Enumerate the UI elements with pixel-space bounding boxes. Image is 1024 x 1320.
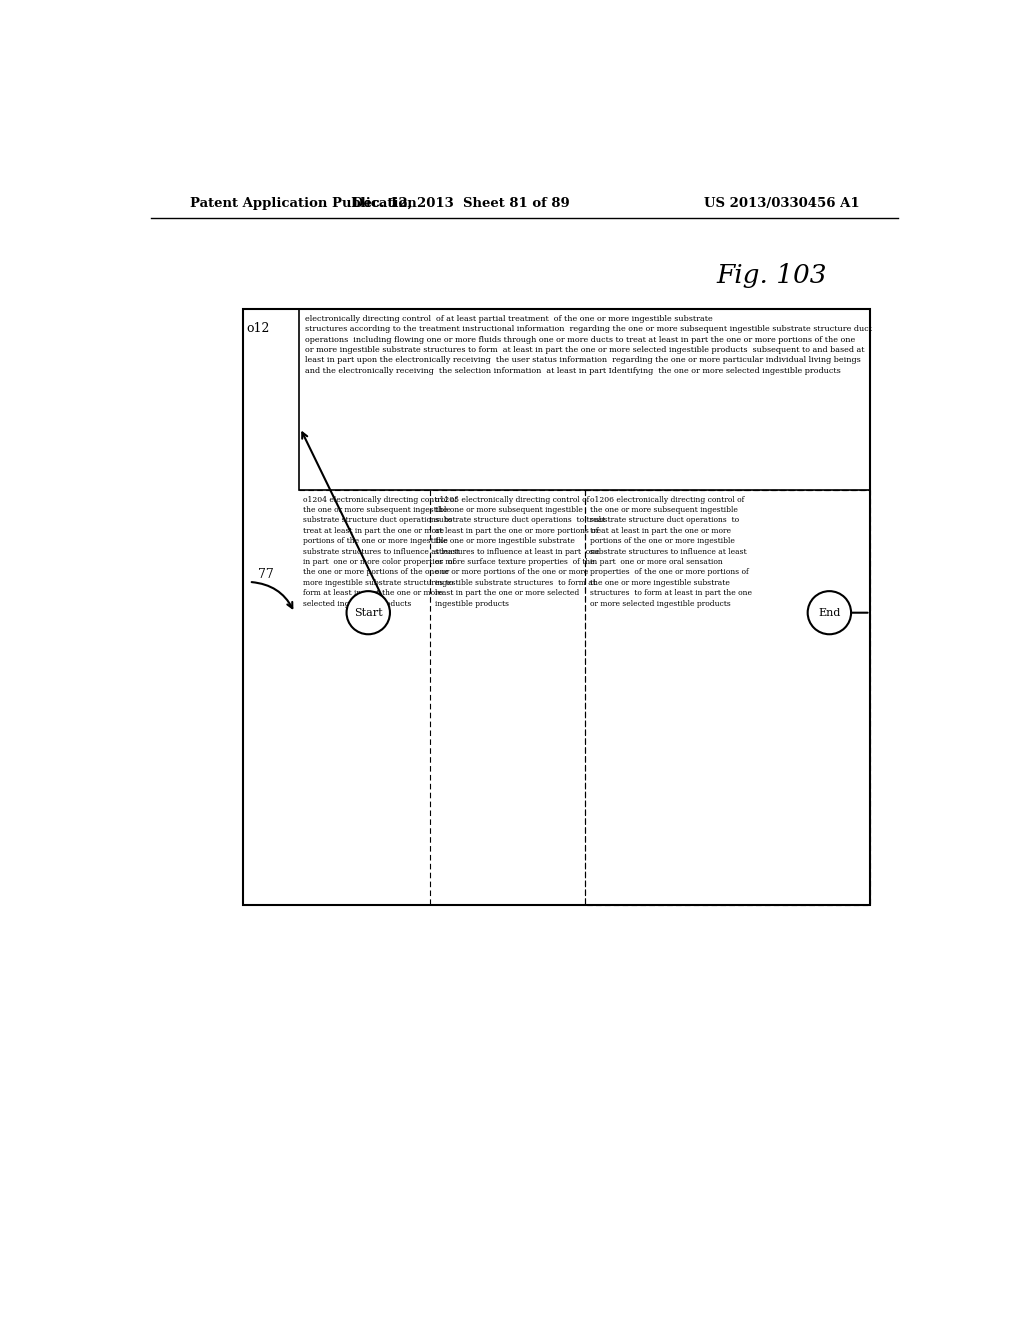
Text: o1204 electronically directing control of
the one or more subsequent ingestible
: o1204 electronically directing control o… <box>303 496 460 607</box>
Text: US 2013/0330456 A1: US 2013/0330456 A1 <box>703 197 859 210</box>
Text: o1205 electronically directing control of
the one or more subsequent ingestible
: o1205 electronically directing control o… <box>435 496 605 607</box>
Text: Patent Application Publication: Patent Application Publication <box>190 197 417 210</box>
Text: o12: o12 <box>247 322 270 335</box>
Text: Dec. 12, 2013  Sheet 81 of 89: Dec. 12, 2013 Sheet 81 of 89 <box>352 197 570 210</box>
Circle shape <box>346 591 390 635</box>
Text: End: End <box>818 607 841 618</box>
Bar <box>299 309 870 490</box>
Text: Fig. 103: Fig. 103 <box>716 263 826 288</box>
Text: Start: Start <box>354 607 383 618</box>
Bar <box>243 309 870 906</box>
Text: 77: 77 <box>258 568 274 581</box>
Text: o1206 electronically directing control of
the one or more subsequent ingestible
: o1206 electronically directing control o… <box>590 496 752 607</box>
Text: electronically directing control  of at least partial treatment  of the one or m: electronically directing control of at l… <box>305 314 871 375</box>
Circle shape <box>808 591 851 635</box>
